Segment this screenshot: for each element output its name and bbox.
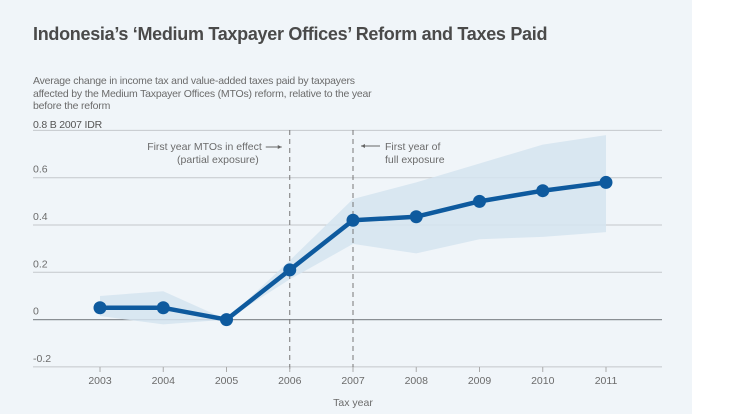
x-axis: 2003 2004 2005 2006 2007 2008 2009 2010 2011 [88, 367, 617, 387]
y-axis: -0.2 0 0.2 0.4 0.6 [33, 164, 51, 365]
annotation-text: full exposure [385, 154, 445, 166]
x-tick-label: 2005 [215, 375, 239, 387]
data-point-2010 [536, 184, 550, 198]
y-tick-label: 0.6 [33, 164, 48, 176]
data-point-2009 [473, 194, 486, 208]
series-group [93, 175, 613, 327]
x-tick-label: 2003 [88, 375, 112, 387]
data-point-2006 [283, 263, 297, 277]
x-axis-label: Tax year [333, 397, 373, 409]
y-tick-label: -0.2 [33, 353, 51, 365]
x-tick-label: 2004 [152, 375, 176, 387]
data-point-2003 [93, 301, 107, 315]
reference-lines [289, 130, 354, 372]
x-tick-label: 2006 [278, 375, 302, 387]
x-tick-label: 2010 [531, 375, 555, 387]
x-tick-label: 2008 [405, 375, 429, 387]
data-point-2008 [409, 210, 423, 224]
annotation-text: (partial exposure) [177, 154, 259, 166]
chart-title: Indonesia’s ‘Medium Taxpayer Offices’ Re… [33, 24, 548, 44]
y-tick-label: 0.2 [33, 258, 48, 270]
y-tick-label: 0.4 [33, 211, 48, 223]
data-point-2005 [220, 313, 233, 327]
x-tick-label: 2011 [595, 375, 618, 387]
arrow-head-icon [361, 144, 365, 148]
data-point-2004 [156, 301, 170, 315]
x-tick-label: 2009 [468, 375, 492, 387]
annotation-text: First year of [385, 141, 441, 153]
chart-subtitle: Average change in income tax and value-a… [33, 75, 372, 112]
y-tick-label: 0 [33, 306, 39, 318]
annotations: First year MTOs in effect(partial exposu… [147, 141, 445, 166]
data-point-2011 [599, 175, 613, 189]
y-axis-unit-label: 0.8 B 2007 IDR [33, 119, 102, 131]
data-point-2007 [346, 213, 360, 227]
x-tick-label: 2007 [341, 375, 365, 387]
annotation-text: First year MTOs in effect [147, 141, 262, 153]
arrow-head-icon [277, 145, 282, 149]
